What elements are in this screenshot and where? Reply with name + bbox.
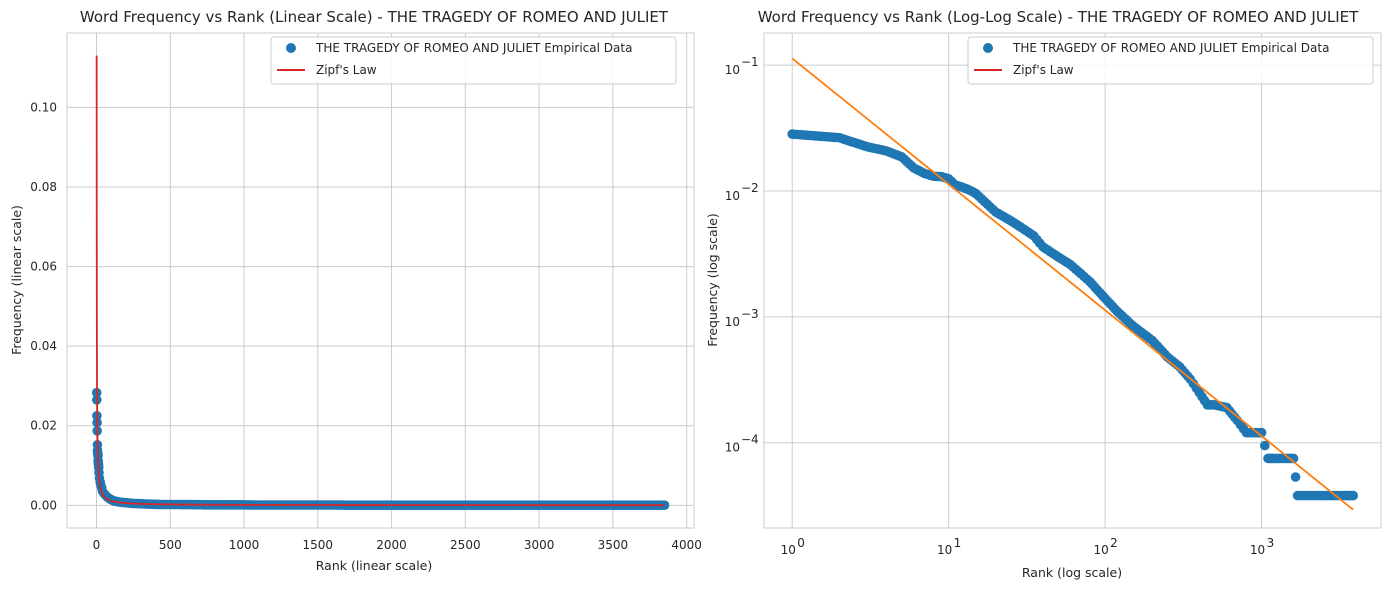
legend: THE TRAGEDY OF ROMEO AND JULIET Empirica… (270, 36, 677, 85)
x-tick-exponent: 1 (954, 536, 962, 550)
y-tick-label: 10 (725, 441, 740, 455)
empirical-point (1348, 490, 1358, 501)
x-tick-label: 10 (937, 543, 952, 557)
x-tick-exponent: 0 (797, 536, 805, 550)
plot-frame (66, 32, 695, 529)
empirical-point (1260, 440, 1270, 451)
legend-marker-empirical (983, 43, 993, 53)
plot-area (764, 33, 1381, 528)
legend-box (967, 36, 1374, 85)
y-tick-exponent: −1 (741, 55, 759, 69)
y-tick-label: 0.04 (30, 339, 57, 353)
linear-scale-chart: Word Frequency vs Rank (Linear Scale) - … (9, 8, 702, 573)
legend-label-zipf: Zipf's Law (1013, 63, 1074, 77)
x-tick-label: 3000 (524, 538, 555, 552)
x-tick-label: 1500 (303, 538, 334, 552)
series-layer (787, 57, 1358, 511)
x-tick-label: 3500 (598, 538, 629, 552)
y-tick-label: 10 (725, 315, 740, 329)
x-tick-label: 500 (159, 538, 182, 552)
zipf-law-line (95, 55, 665, 507)
x-tick-label: 0 (93, 538, 101, 552)
x-tick-label: 4000 (671, 538, 702, 552)
y-tick-label: 0.10 (30, 100, 57, 114)
legend-marker-empirical (286, 43, 296, 53)
y-tick-label: 0.00 (30, 498, 57, 512)
plot-area (67, 33, 694, 528)
y-tick-exponent: −3 (741, 307, 759, 321)
x-tick-label: 1000 (229, 538, 260, 552)
y-axis-label: Frequency (linear scale) (9, 205, 24, 355)
zipf-law-line (791, 57, 1354, 511)
x-tick-exponent: 2 (1110, 536, 1118, 550)
y-tick-exponent: −4 (741, 433, 759, 447)
chart-title: Word Frequency vs Rank (Log-Log Scale) -… (758, 8, 1359, 26)
y-tick-label: 0.02 (30, 419, 57, 433)
x-tick-label: 10 (1250, 543, 1265, 557)
grid-lines (67, 33, 694, 528)
empirical-point (659, 500, 670, 511)
log-log-scale-chart: Word Frequency vs Rank (Log-Log Scale) -… (705, 8, 1382, 580)
x-tick-exponent: 3 (1267, 536, 1275, 550)
y-tick-label: 10 (725, 189, 740, 203)
y-tick-label: 0.08 (30, 180, 57, 194)
x-tick-label: 10 (781, 543, 796, 557)
plot-frame (763, 32, 1382, 529)
x-tick-labels: 10 0 10 1 10 2 10 3 (781, 536, 1275, 557)
y-tick-label: 10 (725, 63, 740, 77)
legend: THE TRAGEDY OF ROMEO AND JULIET Empirica… (967, 36, 1374, 85)
legend-label-zipf: Zipf's Law (316, 63, 377, 77)
series-layer (91, 55, 670, 511)
x-tick-label: 2500 (450, 538, 481, 552)
legend-label-empirical: THE TRAGEDY OF ROMEO AND JULIET Empirica… (315, 41, 632, 55)
legend-label-empirical: THE TRAGEDY OF ROMEO AND JULIET Empirica… (1012, 41, 1329, 55)
y-tick-label: 0.06 (30, 260, 57, 274)
x-axis-label: Rank (linear scale) (316, 558, 433, 573)
x-tick-label: 2000 (376, 538, 407, 552)
x-axis-label: Rank (log scale) (1022, 565, 1122, 580)
y-tick-labels: 10−410−310−210−1 (725, 55, 759, 455)
x-tick-label: 10 (1093, 543, 1108, 557)
x-tick-labels: 0 500 1000 1500 2000 2500 3000 3500 4000 (93, 538, 702, 552)
chart-title: Word Frequency vs Rank (Linear Scale) - … (80, 8, 669, 26)
y-tick-labels: 0.00 0.02 0.04 0.06 0.08 0.10 (30, 100, 57, 512)
y-tick-exponent: −2 (741, 181, 759, 195)
y-axis-label: Frequency (log scale) (705, 213, 720, 347)
empirical-point (1290, 472, 1301, 482)
legend-box (270, 36, 677, 85)
